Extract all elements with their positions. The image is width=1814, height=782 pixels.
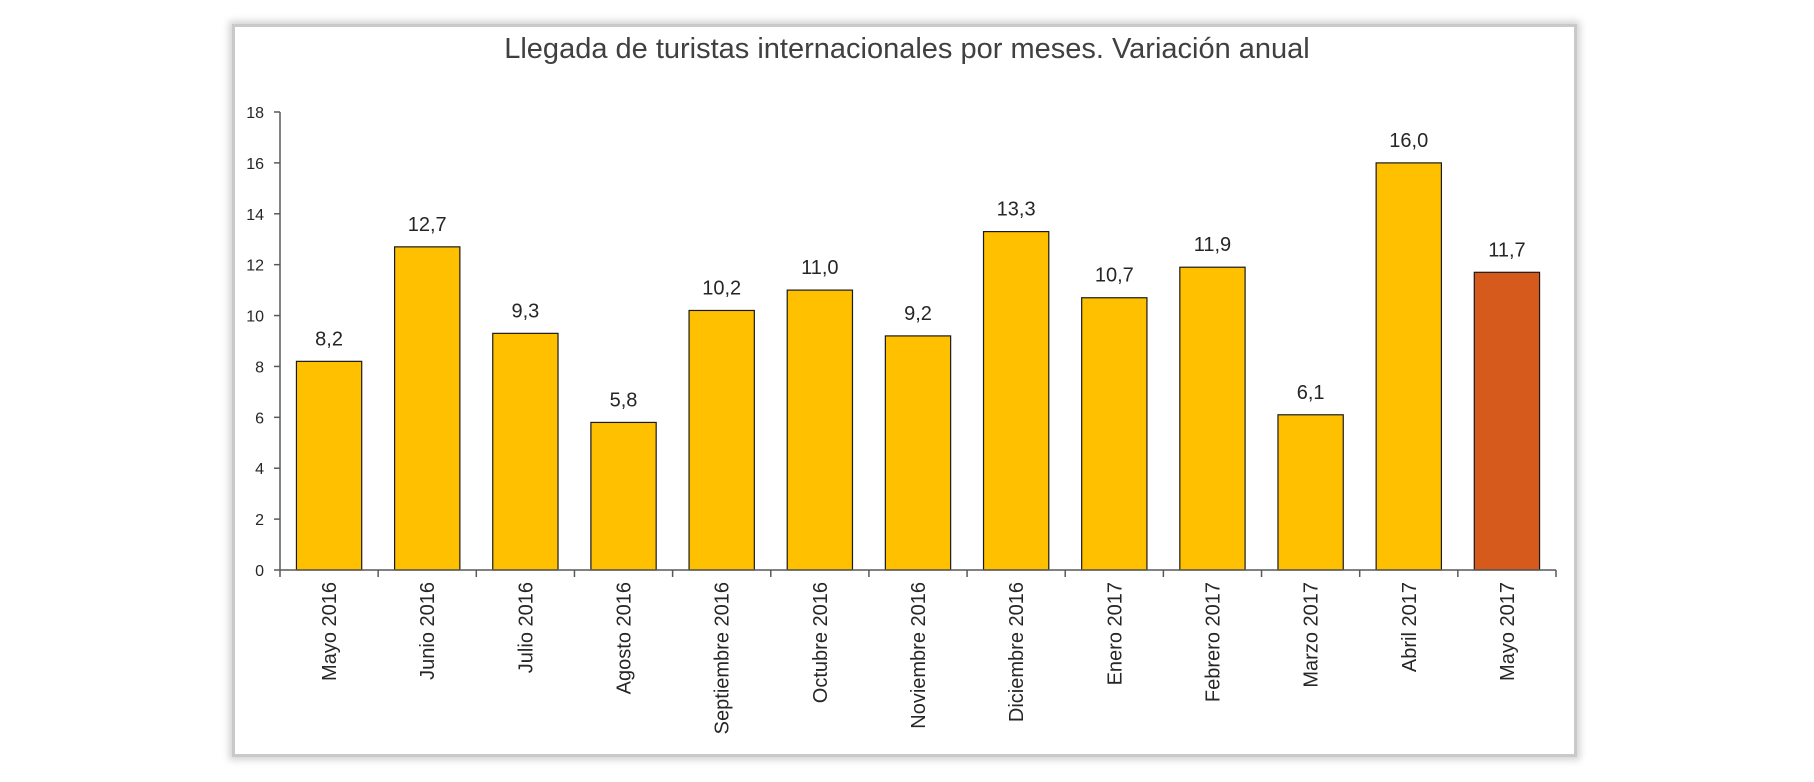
x-category-label: Abril 2017: [1399, 582, 1421, 672]
data-label: 6,1: [1297, 382, 1325, 404]
data-label: 9,3: [511, 300, 539, 322]
bar: [1473, 271, 1541, 571]
y-tick-label: 14: [246, 207, 264, 224]
data-label: 13,3: [997, 199, 1036, 221]
data-label: 8,2: [315, 328, 343, 350]
x-category-label: Julio 2016: [515, 582, 537, 673]
y-tick-label: 4: [255, 461, 264, 478]
bar: [884, 335, 952, 571]
x-category-label: Enero 2017: [1104, 582, 1126, 685]
data-label: 10,7: [1095, 265, 1134, 287]
y-tick-label: 8: [255, 359, 264, 376]
y-tick-label: 18: [246, 105, 264, 122]
data-label: 11,7: [1488, 239, 1525, 261]
x-category-label: Noviembre 2016: [908, 582, 930, 729]
data-label: 10,2: [702, 277, 741, 299]
bar: [492, 332, 559, 571]
data-label: 11,9: [1194, 234, 1231, 256]
bar: [590, 421, 657, 571]
bar: [393, 246, 461, 571]
bar: [982, 230, 1050, 571]
y-tick-label: 12: [246, 258, 264, 275]
bar: [1277, 414, 1344, 571]
data-label: 9,2: [904, 303, 932, 325]
y-tick-label: 2: [255, 512, 264, 529]
bar: [1081, 297, 1148, 571]
bar: [688, 309, 755, 571]
x-category-label: Septiembre 2016: [712, 582, 734, 734]
x-category-label: Febrero 2017: [1202, 582, 1224, 702]
data-label: 16,0: [1389, 130, 1428, 152]
x-category-label: Mayo 2016: [319, 582, 341, 681]
data-label: 12,7: [408, 214, 447, 236]
x-axis: Mayo 2016 Junio 2016 Julio 2016 Agosto 2016…: [279, 569, 1557, 734]
bar: [1375, 162, 1443, 571]
bars: [295, 162, 1541, 571]
bar: [1179, 266, 1246, 571]
bar: [786, 289, 854, 571]
bar: [295, 360, 363, 571]
chart-title: Llegada de turistas internacionales por …: [504, 33, 1310, 65]
y-tick-label: 16: [246, 156, 264, 173]
data-label: 11,0: [801, 257, 838, 279]
data-labels: 8,2 12,7 9,3 5,8 10,2 11,0 9,2 13,3 10,7 11,9 6,1 1…: [315, 130, 1525, 412]
data-label: 5,8: [610, 389, 638, 411]
x-category-label: Mayo 2017: [1497, 582, 1519, 681]
y-axis: 0 2 4 6 8 10 12 14 16 18: [246, 105, 281, 580]
y-tick-label: 0: [255, 563, 264, 580]
y-tick-label: 6: [255, 410, 264, 427]
x-category-label: Octubre 2016: [810, 582, 832, 703]
x-category-label: Agosto 2016: [614, 582, 636, 694]
y-tick-label: 10: [246, 309, 264, 326]
x-category-label: Diciembre 2016: [1006, 582, 1028, 722]
x-category-label: Marzo 2017: [1301, 582, 1323, 688]
x-category-label: Junio 2016: [417, 582, 439, 680]
